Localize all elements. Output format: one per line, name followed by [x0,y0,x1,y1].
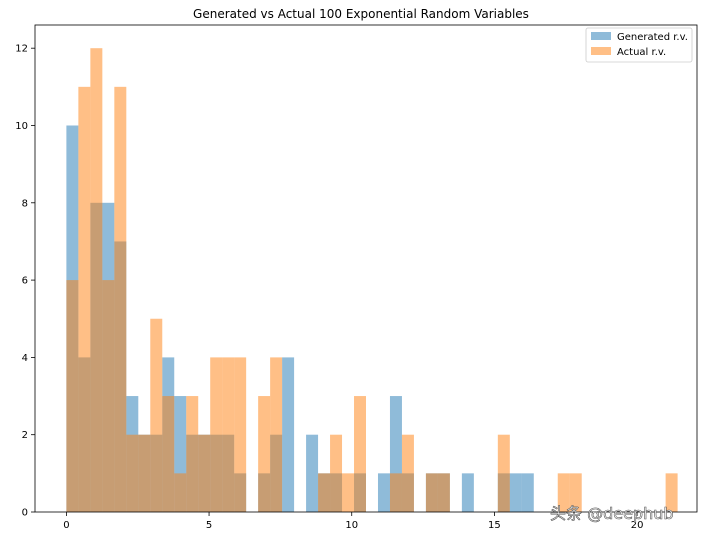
x-tick-label-4: 20 [631,520,644,531]
legend-box [585,27,693,63]
x-tick-label-0: 0 [63,520,69,531]
y-tick-label-6: 12 [15,44,28,55]
bar-series-1-bin-12 [210,357,223,512]
axes-frame [34,24,698,513]
bar-series-0-bin-9 [174,396,187,512]
bar-series-1-bin-8 [162,396,175,512]
bar-series-1-bin-26 [425,473,438,512]
bar-series-1-bin-9 [174,473,187,512]
bar-series-1-bin-5 [126,434,139,512]
x-tick-label-3: 15 [488,520,501,531]
bar-series-0-bin-27 [389,396,402,512]
bar-series-1-bin-29 [557,473,570,512]
bars-layer [66,48,678,513]
watermark: 头条 @deephub [550,504,674,523]
legend-swatch-generated [591,32,611,40]
bar-series-1-bin-0 [66,280,79,512]
bar-series-0-bin-20 [306,434,319,512]
x-tick-label-2: 10 [345,520,358,531]
bar-series-1-bin-13 [222,357,235,512]
bar-series-1-bin-28 [497,434,510,512]
bar-series-0-bin-18 [282,357,295,512]
bar-series-1-bin-3 [102,280,115,512]
bar-series-1-bin-22 [354,396,366,512]
y-tick-label-5: 10 [15,121,28,132]
bar-series-1-bin-19 [318,473,331,512]
y-tick-label-3: 6 [22,276,28,287]
bar-series-1-bin-21 [342,473,355,512]
bar-series-1-bin-2 [90,48,103,512]
ticks-layer: 0 5 10 15 20 0 2 4 6 8 10 12 [15,44,643,531]
bar-series-1-bin-25 [401,434,414,512]
bar-series-0-bin-35 [521,473,534,512]
y-tick-label-2: 4 [22,353,28,364]
y-tick-label-4: 8 [22,198,28,209]
legend-label-actual: Actual r.v. [617,47,666,58]
bar-series-1-bin-31 [665,473,678,512]
bar-series-1-bin-27 [437,473,450,512]
bar-series-0-bin-26 [377,473,390,512]
y-tick-label-1: 2 [22,430,28,441]
legend-label-generated: Generated r.v. [617,32,688,43]
legend-swatch-actual [591,47,611,55]
bar-series-1-bin-24 [389,473,402,512]
bar-series-1-bin-14 [234,357,247,512]
bar-series-1-bin-17 [270,357,283,512]
bar-series-1-bin-30 [569,473,582,512]
bar-series-1-bin-7 [150,318,163,512]
chart-title: Generated vs Actual 100 Exponential Rand… [193,7,529,21]
bar-series-1-bin-11 [198,434,211,512]
bar-series-1-bin-20 [330,434,343,512]
bar-series-1-bin-1 [78,86,91,512]
legend: Generated r.v. Actual r.v. [585,27,693,63]
bar-series-1-bin-4 [114,86,127,512]
bar-series-0-bin-31 [461,473,474,512]
bar-series-1-bin-10 [186,396,199,512]
y-tick-label-0: 0 [22,508,28,519]
bar-series-0-bin-34 [509,473,522,512]
x-tick-label-1: 5 [206,520,212,531]
bar-series-1-bin-16 [258,396,271,512]
bar-series-1-bin-6 [138,434,151,512]
